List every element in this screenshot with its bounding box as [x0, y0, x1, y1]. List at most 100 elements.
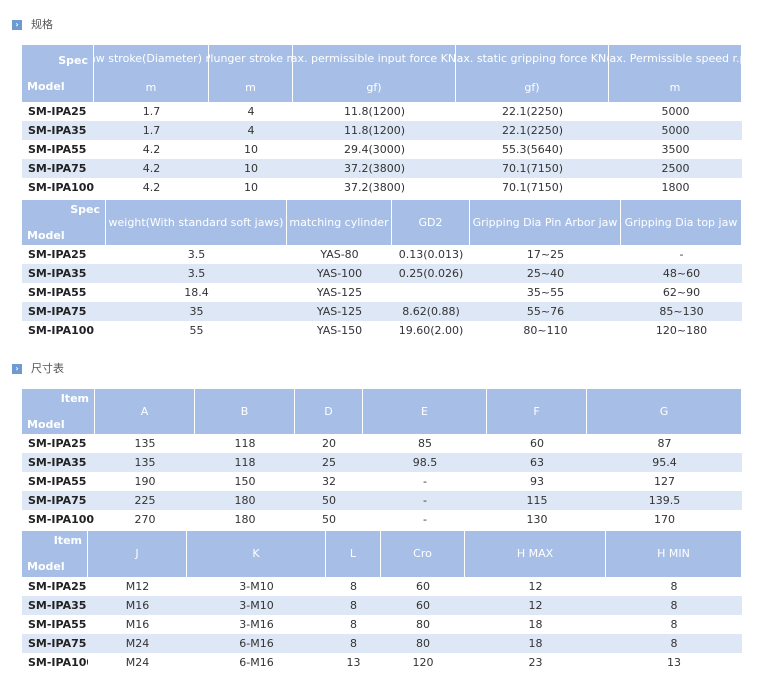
header-line: J: [135, 547, 139, 560]
header-line: D: [324, 404, 333, 418]
value-cell: 18: [528, 618, 543, 631]
value-cell: 3-M16: [239, 618, 274, 631]
value-cell: 37.2(3800): [343, 162, 406, 175]
column-header: H MIN: [606, 531, 742, 577]
value-cell: 12: [528, 580, 543, 593]
header-line: Gripping Dia top jaw: [624, 215, 738, 229]
model-cell: SM-IPA100: [28, 181, 94, 194]
column-header: A: [95, 389, 195, 434]
value-cell: 8.62(0.88): [402, 305, 460, 318]
value-cell: 17~25: [526, 248, 565, 261]
column-header: Max. Permissible speed r.p. m: [609, 45, 742, 102]
value-cell: 20: [322, 437, 336, 450]
model-cell: SM-IPA100: [28, 324, 95, 337]
value-cell: YAS-150: [316, 324, 363, 337]
value-cell: 63: [530, 456, 544, 469]
column-header: H MAX: [465, 531, 606, 577]
header-line: gf): [366, 80, 382, 94]
value-cell: YAS-125: [316, 305, 363, 318]
value-cell: 18: [528, 637, 543, 650]
value-cell: [392, 283, 470, 302]
column-header: Max. static gripping force KN(k gf): [456, 45, 609, 102]
column-header: matching cylinder: [287, 200, 392, 245]
value-cell: 11.8(1200): [343, 124, 406, 137]
model-cell: SM-IPA25: [28, 580, 87, 593]
value-cell: 12: [528, 599, 543, 612]
value-cell: 170: [654, 513, 675, 526]
value-cell: M12: [125, 580, 150, 593]
value-cell: 10: [244, 143, 258, 156]
value-cell: 0.25(0.026): [398, 267, 464, 280]
header-line: B: [240, 404, 249, 418]
value-cell: 135: [134, 437, 156, 450]
column-header: J: [88, 531, 187, 577]
value-cell: 4: [247, 124, 255, 137]
value-cell: 29.4(3000): [343, 143, 406, 156]
value-cell: 35~55: [526, 286, 565, 299]
corner-bottom: Model: [27, 79, 65, 93]
value-cell: 50: [322, 494, 336, 507]
model-cell: SM-IPA55: [28, 286, 87, 299]
value-cell: 50: [322, 513, 336, 526]
header-line: Cro: [413, 547, 432, 560]
value-cell: 93: [530, 475, 544, 488]
value-cell: 3.5: [187, 267, 206, 280]
header-line: GD2: [418, 215, 443, 229]
header-line: L: [349, 547, 357, 560]
value-cell: 180: [234, 494, 256, 507]
value-cell: 4.2: [142, 181, 161, 194]
value-cell: 55: [189, 324, 204, 337]
value-cell: 60: [530, 437, 544, 450]
header-line: H MAX: [516, 547, 554, 560]
value-cell: 18.4: [184, 286, 209, 299]
table-row: [22, 596, 742, 615]
header-line: G: [659, 404, 669, 418]
value-cell: 139.5: [648, 494, 681, 507]
value-cell: 87: [657, 437, 672, 450]
value-cell: 8: [350, 599, 357, 612]
value-cell: 8: [670, 599, 678, 612]
value-cell: 25: [322, 456, 336, 469]
corner-cell: Item Model: [22, 389, 95, 434]
section-icon: ›: [12, 364, 22, 374]
value-cell: 2500: [661, 162, 690, 175]
value-cell: 37.2(3800): [343, 181, 406, 194]
corner-cell: Item Model: [22, 531, 88, 577]
column-header: Gripping Dia Pin Arbor jaw: [470, 200, 621, 245]
table-row: [22, 302, 742, 321]
value-cell: 11.8(1200): [343, 105, 406, 118]
value-cell: 19.60(2.00): [398, 324, 464, 337]
section-icon: ›: [12, 20, 22, 30]
value-cell: 1.7: [142, 105, 161, 118]
model-cell: SM-IPA55: [28, 143, 87, 156]
value-cell: 60: [416, 599, 430, 612]
corner-top: Item: [53, 534, 82, 547]
value-cell: 48~60: [662, 267, 701, 280]
value-cell: 3.5: [187, 248, 206, 261]
value-cell: 135: [134, 456, 156, 469]
corner-top: Spec: [70, 202, 100, 216]
header-line: F: [533, 404, 540, 418]
value-cell: 22.1(2250): [501, 105, 564, 118]
value-cell: 98.5: [412, 456, 438, 469]
corner-bottom: Model: [27, 228, 65, 242]
value-cell: 10: [244, 181, 258, 194]
value-cell: 25~40: [526, 267, 565, 280]
column-header: E: [363, 389, 487, 434]
corner-cell: Spec Model: [22, 45, 94, 102]
value-cell: 4.2: [142, 162, 161, 175]
model-cell: SM-IPA35: [28, 124, 87, 137]
value-cell: 62~90: [662, 286, 701, 299]
header-line: E: [421, 404, 428, 418]
column-header: weight(With standard soft jaws): [106, 200, 287, 245]
value-cell: YAS-100: [316, 267, 363, 280]
model-cell: SM-IPA35: [28, 456, 87, 469]
header-line: gf): [524, 80, 540, 94]
value-cell: 6-M16: [239, 637, 274, 650]
value-cell: 120~180: [655, 324, 708, 337]
value-cell: -: [679, 248, 684, 261]
header-line: Plunger stroke m: [209, 52, 292, 66]
model-cell: SM-IPA25: [28, 437, 87, 450]
value-cell: 85: [418, 437, 432, 450]
value-cell: 270: [134, 513, 156, 526]
